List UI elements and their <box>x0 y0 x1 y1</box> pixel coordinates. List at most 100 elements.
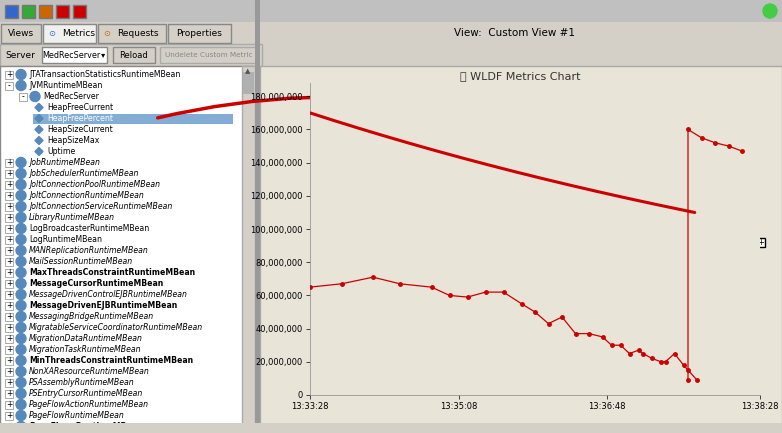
Text: HeapFreeCurrent: HeapFreeCurrent <box>47 103 113 112</box>
Text: Uptime: Uptime <box>47 147 75 156</box>
Circle shape <box>16 201 26 211</box>
Text: JobSchedulerRuntimeMBean: JobSchedulerRuntimeMBean <box>29 169 138 178</box>
Text: PageFlowActionRuntimeMBean: PageFlowActionRuntimeMBean <box>29 400 149 409</box>
Text: MedRecServer: MedRecServer <box>43 92 99 101</box>
Bar <box>0 22 262 44</box>
Bar <box>5 390 13 397</box>
Text: +: + <box>5 400 13 409</box>
Text: View:  Custom View #1: View: Custom View #1 <box>454 28 576 38</box>
Bar <box>5 356 13 365</box>
Bar <box>39 5 52 18</box>
Text: +: + <box>5 334 13 343</box>
Bar <box>5 335 13 343</box>
Text: MessagingBridgeRuntimeMBean: MessagingBridgeRuntimeMBean <box>29 312 154 321</box>
Bar <box>5 301 13 310</box>
Text: Undelete Custom Metric: Undelete Custom Metric <box>165 52 253 58</box>
Text: ▲: ▲ <box>246 68 251 74</box>
Text: +: + <box>5 411 13 420</box>
Bar <box>255 0 260 433</box>
Text: HeapSizeCurrent: HeapSizeCurrent <box>47 125 113 134</box>
Bar <box>5 71 13 78</box>
Circle shape <box>16 235 26 245</box>
Text: +: + <box>5 389 13 398</box>
Circle shape <box>16 311 26 321</box>
Text: +: + <box>5 367 13 376</box>
Text: Server: Server <box>5 51 35 59</box>
Bar <box>5 268 13 277</box>
Bar <box>0 44 262 66</box>
Text: +: + <box>5 378 13 387</box>
Text: PageFlowRuntimeMBean: PageFlowRuntimeMBean <box>29 411 125 420</box>
Polygon shape <box>35 103 43 112</box>
Text: +: + <box>5 158 13 167</box>
Text: NonXAResourceRuntimeMBean: NonXAResourceRuntimeMBean <box>29 367 149 376</box>
Circle shape <box>16 191 26 200</box>
Circle shape <box>30 91 40 101</box>
Polygon shape <box>35 148 43 155</box>
Bar <box>5 203 13 210</box>
Text: +: + <box>5 301 13 310</box>
Circle shape <box>16 355 26 365</box>
Text: MedRecServer: MedRecServer <box>42 51 100 59</box>
Text: +: + <box>5 345 13 354</box>
Text: +: + <box>5 356 13 365</box>
Circle shape <box>16 180 26 190</box>
Text: Views: Views <box>8 29 34 38</box>
Bar <box>5 236 13 243</box>
Text: -: - <box>22 92 24 101</box>
Circle shape <box>16 333 26 343</box>
Circle shape <box>16 223 26 233</box>
Text: +: + <box>5 224 13 233</box>
Circle shape <box>16 366 26 377</box>
Text: +: + <box>5 70 13 79</box>
Circle shape <box>16 168 26 178</box>
Text: +: + <box>5 268 13 277</box>
Circle shape <box>16 345 26 355</box>
Text: MaxThreadsConstraintRuntimeMBean: MaxThreadsConstraintRuntimeMBean <box>29 268 196 277</box>
Circle shape <box>16 323 26 333</box>
Text: +: + <box>5 169 13 178</box>
Text: LibraryRuntimeMBean: LibraryRuntimeMBean <box>29 213 115 222</box>
Circle shape <box>16 256 26 266</box>
Text: +: + <box>5 213 13 222</box>
Text: MigratableServiceCoordinatorRuntimeMBean: MigratableServiceCoordinatorRuntimeMBean <box>29 323 203 332</box>
Text: +: + <box>5 202 13 211</box>
Text: PSEntryCursorRuntimeMBean: PSEntryCursorRuntimeMBean <box>29 389 143 398</box>
Text: PSAssemblyRuntimeMBean: PSAssemblyRuntimeMBean <box>29 378 135 387</box>
Text: JTATransactionStatisticsRuntimeMBean: JTATransactionStatisticsRuntimeMBean <box>29 70 181 79</box>
Text: HeapFreePercent: HeapFreePercent <box>47 114 113 123</box>
Text: MigrationTaskRuntimeMBean: MigrationTaskRuntimeMBean <box>29 345 142 354</box>
Circle shape <box>16 81 26 90</box>
Bar <box>56 5 69 18</box>
Text: JoltConnectionServiceRuntimeMBean: JoltConnectionServiceRuntimeMBean <box>29 202 172 211</box>
Bar <box>5 158 13 167</box>
Circle shape <box>16 158 26 168</box>
Text: Requests: Requests <box>117 29 159 38</box>
Text: MANReplicationRuntimeMBean: MANReplicationRuntimeMBean <box>29 246 149 255</box>
Circle shape <box>16 410 26 420</box>
Bar <box>5 291 13 298</box>
Bar <box>42 47 107 63</box>
Circle shape <box>16 301 26 310</box>
Text: ▼: ▼ <box>246 425 251 431</box>
Bar <box>113 47 155 63</box>
Text: ⊙: ⊙ <box>103 29 110 38</box>
Bar <box>5 224 13 233</box>
Bar <box>5 279 13 288</box>
Text: JoltConnectionRuntimeMBean: JoltConnectionRuntimeMBean <box>29 191 144 200</box>
Bar <box>5 423 13 430</box>
Circle shape <box>16 290 26 300</box>
Text: LogRuntimeMBean: LogRuntimeMBean <box>29 235 102 244</box>
Text: Properties: Properties <box>176 29 222 38</box>
Circle shape <box>16 268 26 278</box>
Bar <box>5 246 13 255</box>
Bar <box>242 66 255 433</box>
Circle shape <box>16 378 26 388</box>
Text: JVMRuntimeMBean: JVMRuntimeMBean <box>29 81 102 90</box>
Bar <box>19 93 27 100</box>
Text: PageFlowsRuntimeMBean: PageFlowsRuntimeMBean <box>29 422 142 431</box>
Bar <box>243 72 254 94</box>
Text: HeapSizeMax: HeapSizeMax <box>47 136 99 145</box>
Polygon shape <box>35 126 43 133</box>
Circle shape <box>16 70 26 80</box>
